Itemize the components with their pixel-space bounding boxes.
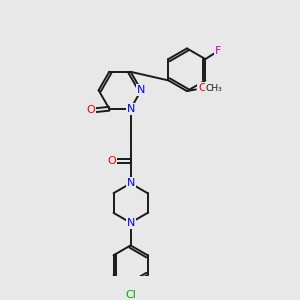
Text: O: O <box>87 105 95 115</box>
Text: N: N <box>126 104 135 114</box>
Text: CH₃: CH₃ <box>205 84 222 93</box>
Text: F: F <box>214 46 221 56</box>
Text: Cl: Cl <box>125 290 136 300</box>
Text: O: O <box>198 83 207 93</box>
Text: N: N <box>137 85 146 95</box>
Text: N: N <box>126 178 135 188</box>
Text: N: N <box>126 218 135 228</box>
Text: O: O <box>107 156 116 166</box>
